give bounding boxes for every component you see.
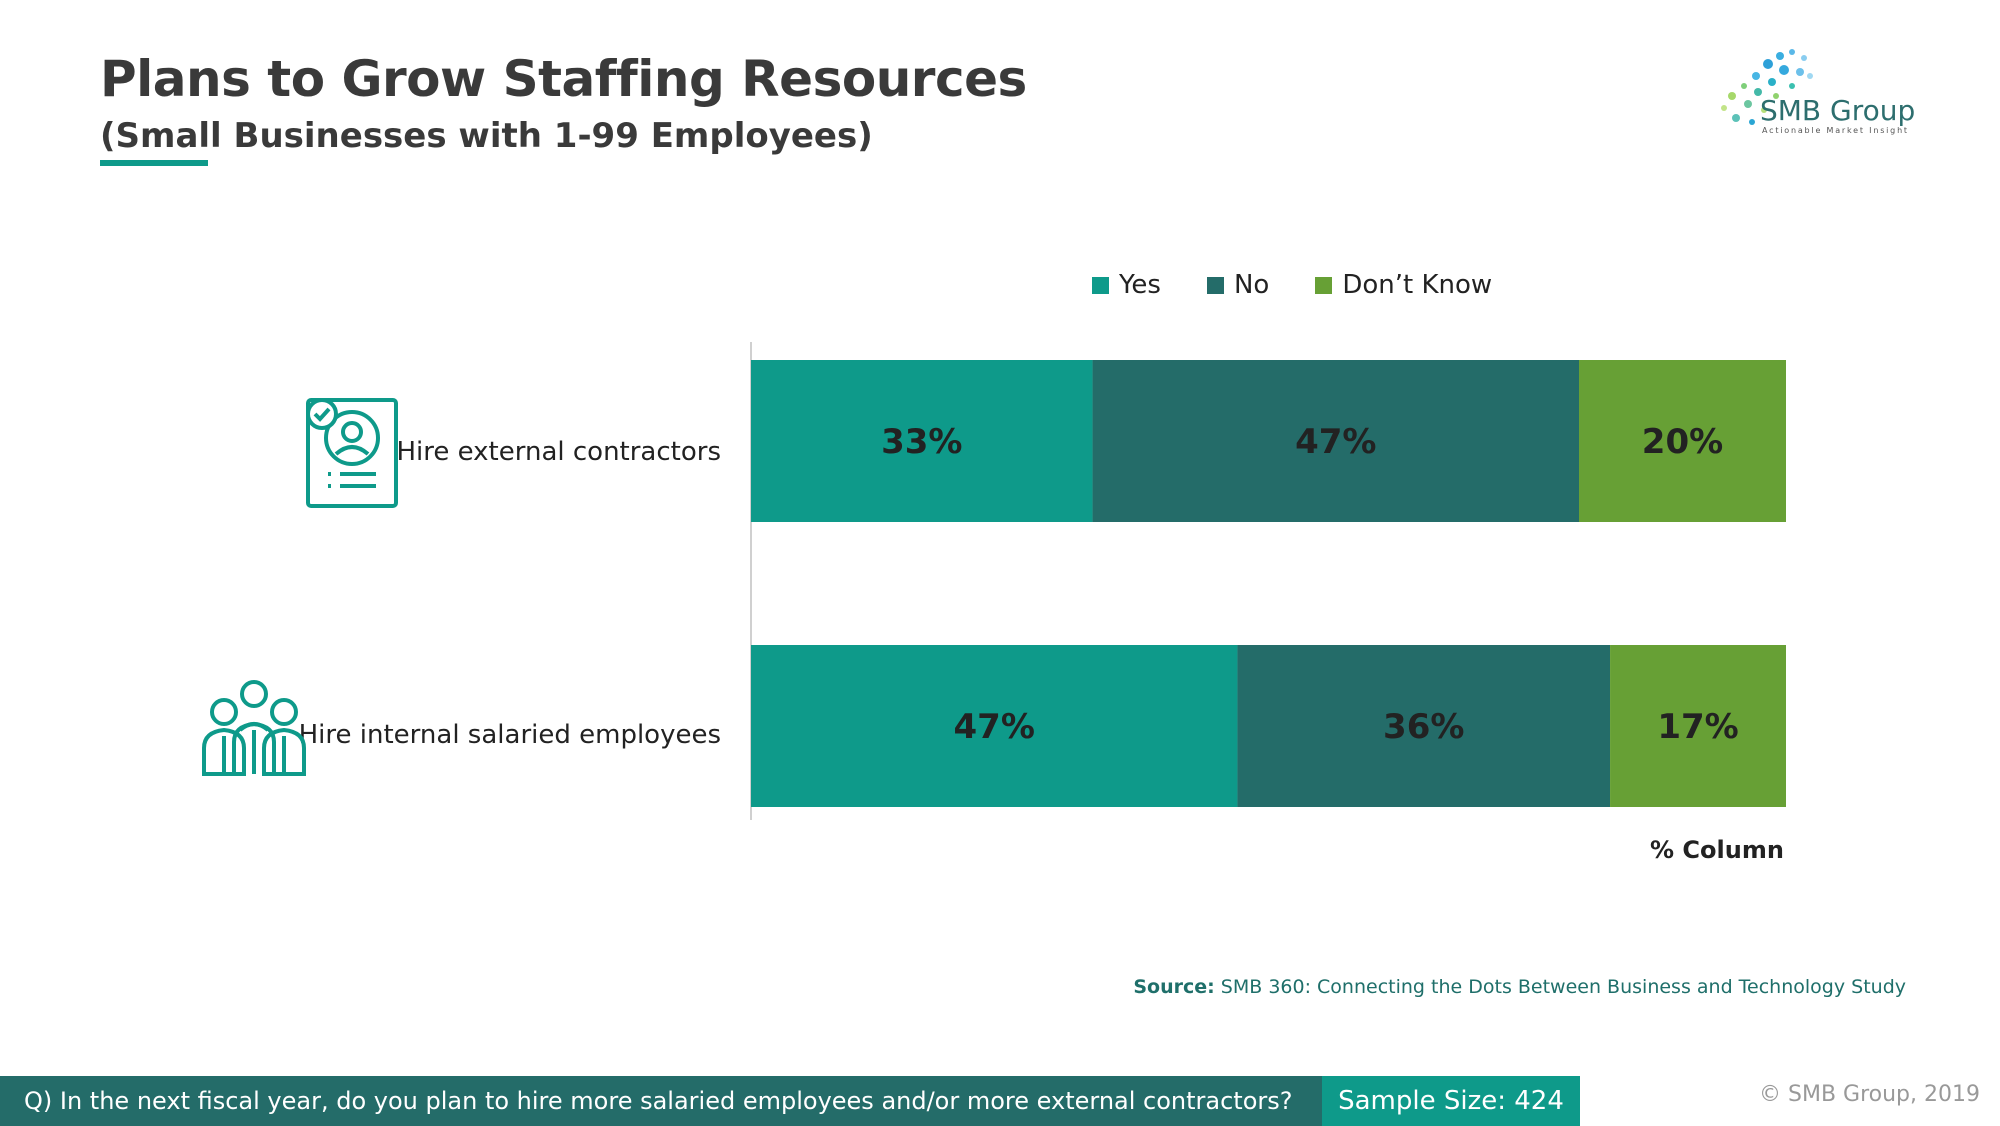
bar-don-t-know-2 (1610, 645, 1786, 807)
logo-name: SMB Group (1760, 94, 1916, 127)
bar-yes-2 (751, 645, 1238, 807)
smb-group-logo-icon (1721, 49, 1813, 125)
page-title: Plans to Grow Staffing Resources (100, 50, 1027, 108)
bar-yes-1 (751, 360, 1093, 522)
category-label-contractors: Hire external contractors (396, 437, 721, 467)
logo-tagline: Actionable Market Insight (1762, 126, 1909, 135)
source-note: Source: SMB 360: Connecting the Dots Bet… (1133, 976, 1906, 998)
source-text: SMB 360: Connecting the Dots Between Bus… (1214, 976, 1906, 998)
bar-no-2 (1237, 645, 1611, 807)
bar-don-t-know-1 (1579, 360, 1786, 522)
contractor-badge-icon (306, 398, 398, 508)
legend-swatch-yes (1092, 276, 1109, 294)
subtitle-underline (100, 160, 208, 166)
legend-swatch-no (1206, 276, 1224, 294)
legend-label-yes: Yes (1119, 270, 1161, 300)
data-label-no-1: 47% (1295, 422, 1376, 462)
legend-label-no: No (1233, 270, 1270, 300)
legend-swatch-dont-know (1315, 276, 1333, 294)
legend-label-dont-know: Don’t Know (1342, 270, 1493, 300)
data-label-yes-2: 47% (954, 707, 1035, 747)
sample-size: Sample Size: 424 (1322, 1076, 1580, 1126)
data-label-don-t-know-2: 17% (1657, 707, 1738, 747)
data-label-no-2: 36% (1383, 707, 1464, 747)
chart-legend: Yes No Don’t Know (1092, 270, 1492, 300)
page-subtitle: (Small Businesses with 1-99 Employees) (100, 116, 873, 156)
chart-unit-note: % Column (1650, 836, 1784, 864)
data-label-yes-1: 33% (881, 422, 962, 462)
legend-item-yes: Yes (1092, 270, 1161, 300)
employee-group-icon (202, 680, 306, 776)
bar-no-1 (1092, 360, 1579, 522)
survey-question: Q) In the next fiscal year, do you plan … (0, 1076, 1322, 1126)
copyright: © SMB Group, 2019 (1759, 1082, 1980, 1107)
category-label-employees: Hire internal salaried employees (298, 720, 721, 750)
legend-item-dont-know: Don’t Know (1315, 270, 1492, 300)
source-label: Source: (1133, 976, 1215, 998)
legend-item-no: No (1206, 270, 1270, 300)
data-label-don-t-know-1: 20% (1642, 422, 1723, 462)
